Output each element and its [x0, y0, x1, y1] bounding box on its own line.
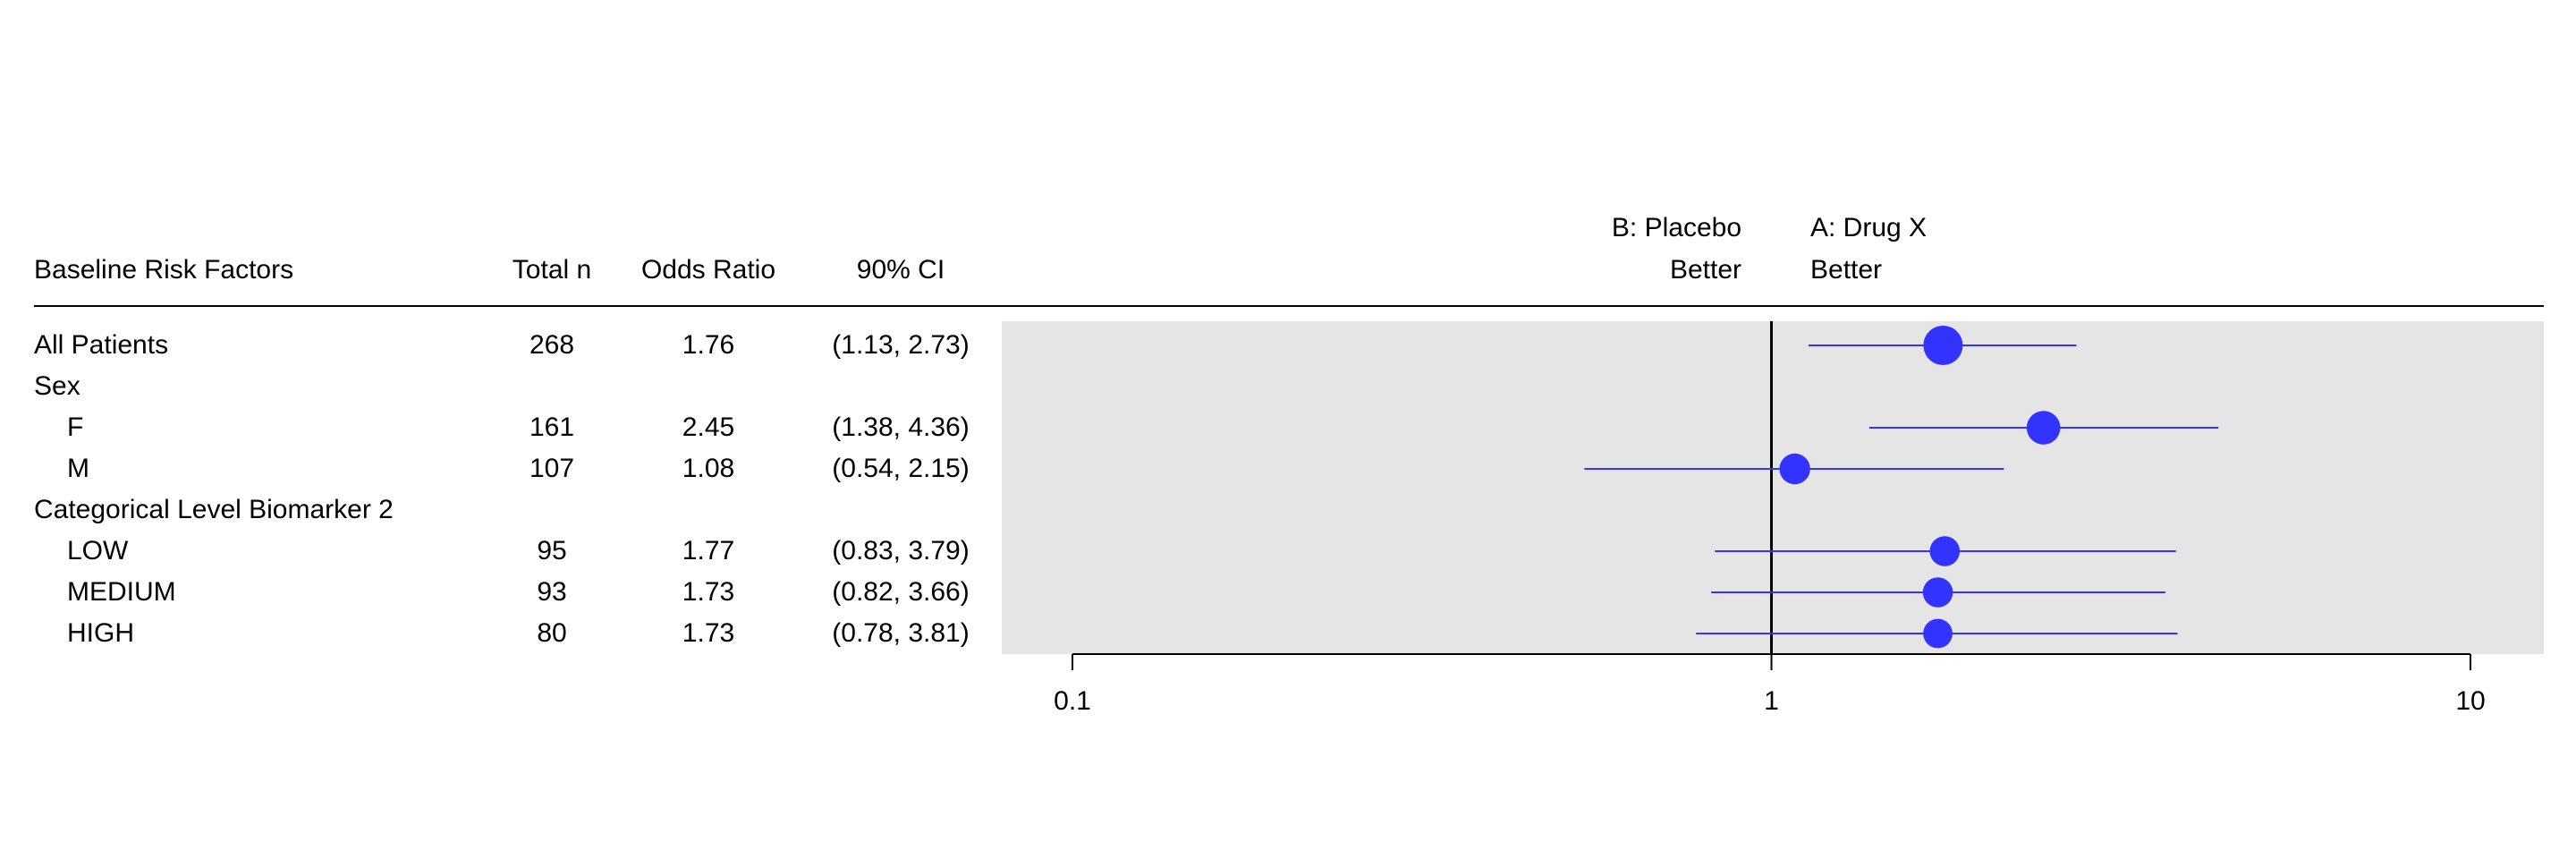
row-label-6: MEDIUM: [67, 577, 176, 607]
row-n-7: 80: [537, 618, 567, 648]
annotation-placebo-better-line1: B: Placebo: [1611, 213, 1741, 242]
row-ci-7: (0.78, 3.81): [832, 618, 970, 648]
row-label-7: HIGH: [67, 618, 134, 648]
x-tick-label-1: 1: [1764, 686, 1779, 716]
odds-ratio-point-3: [1929, 536, 1961, 566]
header-odds-ratio: Odds Ratio: [640, 255, 776, 285]
annotation-drug-x-better-line2: Better: [1810, 255, 1883, 285]
row-ci-6: (0.82, 3.66): [832, 577, 970, 607]
odds-ratio-point-1: [2026, 411, 2061, 445]
annotation-drug-x-better-line1: A: Drug X: [1810, 213, 1928, 242]
odds-ratio-point-4: [1922, 577, 1953, 608]
row-label-4: Categorical Level Biomarker 2: [34, 495, 394, 524]
row-label-1: Sex: [34, 371, 80, 401]
row-ci-0: (1.13, 2.73): [832, 330, 970, 360]
odds-ratio-point-0: [1923, 326, 1963, 365]
x-tick-label-2: 10: [2455, 686, 2485, 716]
row-or-7: 1.73: [682, 618, 735, 648]
row-or-0: 1.76: [682, 330, 735, 360]
row-or-2: 2.45: [682, 412, 735, 442]
annotation-placebo-better-line2: Better: [1669, 255, 1741, 285]
row-n-2: 161: [529, 412, 575, 442]
header-baseline-risk-factors: Baseline Risk Factors: [34, 255, 294, 285]
x-tick-label-0: 0.1: [1054, 686, 1091, 716]
row-ci-2: (1.38, 4.36): [832, 412, 970, 442]
row-or-5: 1.77: [682, 536, 735, 566]
row-ci-5: (0.83, 3.79): [832, 536, 970, 566]
row-n-0: 268: [529, 330, 575, 360]
row-n-3: 107: [529, 454, 575, 483]
row-label-2: F: [67, 412, 84, 442]
row-label-3: M: [67, 454, 89, 483]
row-n-6: 93: [537, 577, 567, 607]
row-n-5: 95: [537, 536, 567, 566]
odds-ratio-point-2: [1779, 453, 1810, 485]
odds-ratio-point-5: [1923, 618, 1953, 649]
row-label-0: All Patients: [34, 330, 169, 360]
row-label-5: LOW: [67, 536, 129, 566]
row-ci-3: (0.54, 2.15): [832, 454, 970, 483]
row-or-3: 1.08: [682, 454, 735, 483]
row-or-6: 1.73: [682, 577, 735, 607]
header-total-n: Total n: [512, 255, 592, 285]
header-ci: 90% CI: [856, 255, 945, 285]
